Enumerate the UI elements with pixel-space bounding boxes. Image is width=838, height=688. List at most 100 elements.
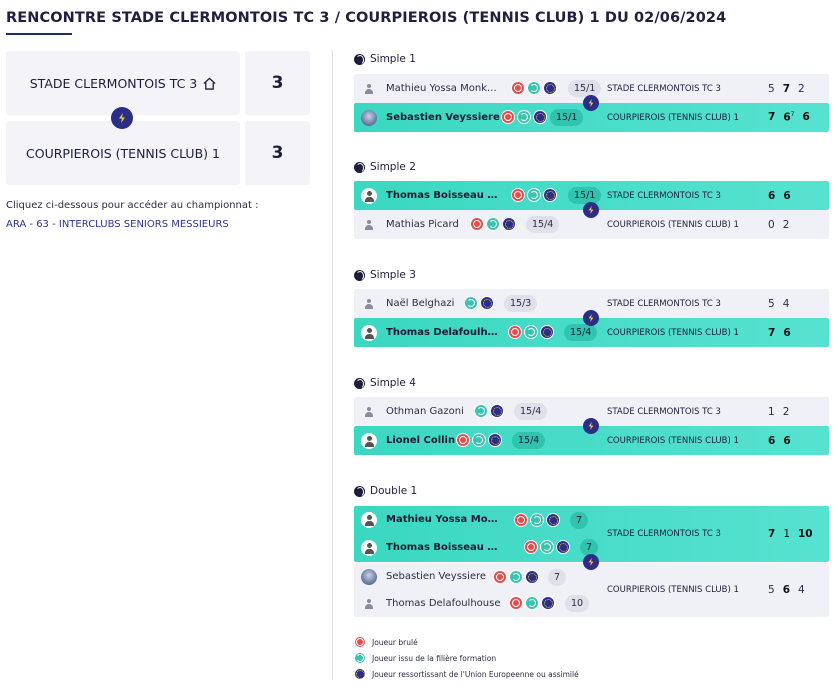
eu-icon	[540, 325, 554, 339]
away-score: 3	[245, 121, 310, 185]
training-path-icon	[472, 433, 486, 447]
player-name[interactable]: Thomas Boisseau Denje...	[386, 542, 501, 553]
eu-icon	[543, 81, 557, 95]
player-badges	[470, 217, 516, 231]
burned-player-icon	[493, 570, 507, 584]
player-avatar	[361, 426, 380, 455]
training-path-icon	[540, 540, 554, 554]
burned-player-icon	[456, 433, 470, 447]
player-rank: 15/1	[568, 187, 602, 204]
team-name: COURPIEROIS (TENNIS CLUB) 1	[607, 327, 739, 338]
player-badges	[514, 513, 560, 527]
training-path-icon	[527, 81, 541, 95]
person-icon	[364, 219, 374, 230]
bolt-icon	[583, 202, 599, 218]
page-title: RENCONTRE STADE CLERMONTOIS TC 3 / COURP…	[6, 10, 727, 26]
eu-icon	[533, 110, 547, 124]
away-team-box[interactable]: COURPIEROIS (TENNIS CLUB) 1	[6, 121, 240, 185]
bolt-icon	[583, 310, 599, 326]
title-underline	[6, 33, 72, 35]
tennis-ball-icon	[354, 377, 365, 389]
away-team-name: COURPIEROIS (TENNIS CLUB) 1	[26, 145, 220, 161]
vs-bolt-icon	[111, 107, 133, 129]
player-badges	[524, 540, 570, 554]
tennis-ball-icon	[354, 269, 365, 281]
team-name: STADE CLERMONTOIS TC 3	[607, 83, 721, 94]
player-avatar	[361, 103, 377, 132]
player-rank: 15/4	[564, 324, 598, 341]
match-row-winner[interactable]: Thomas Boisseau De... 15/1 STADE CLERMON…	[354, 181, 829, 210]
team-name: STADE CLERMONTOIS TC 3	[607, 406, 721, 417]
player-avatar	[361, 563, 377, 591]
match-label-simple-2: Simple 2	[354, 161, 416, 173]
player-name[interactable]: Thomas Delafoulhou...	[386, 327, 501, 338]
team-name: STADE CLERMONTOIS TC 3	[607, 529, 721, 539]
tennis-ball-icon	[354, 485, 365, 497]
player-name[interactable]: Thomas Boisseau De...	[386, 190, 501, 201]
person-icon	[361, 512, 377, 528]
player-photo	[361, 569, 377, 585]
double-team-home[interactable]: Mathieu Yossa Monkam 7 Thomas Boisseau D…	[354, 506, 829, 562]
player-avatar	[361, 534, 380, 562]
tennis-ball-icon	[354, 53, 365, 65]
home-team-box[interactable]: STADE CLERMONTOIS TC 3	[6, 51, 240, 115]
burned-player-icon	[501, 110, 515, 124]
championship-link[interactable]: ARA - 63 - INTERCLUBS SENIORS MESSIEURS	[6, 219, 229, 230]
match-row-winner[interactable]: Thomas Delafoulhou... 15/4 COURPIEROIS (…	[354, 318, 829, 347]
player-rank: 10	[565, 595, 590, 612]
training-path-icon	[474, 404, 488, 418]
burned-player-icon	[354, 636, 366, 648]
eu-icon	[546, 513, 560, 527]
player-name[interactable]: Sebastien Veyssiere	[386, 112, 500, 123]
player-avatar	[361, 506, 380, 534]
eu-icon	[556, 540, 570, 554]
person-icon	[361, 324, 377, 341]
match-label-double-1: Double 1	[354, 485, 417, 497]
training-path-icon	[517, 110, 531, 124]
player-rank: 15/4	[526, 216, 560, 233]
match-label-simple-4: Simple 4	[354, 377, 416, 389]
eu-icon	[488, 433, 502, 447]
player-badges	[511, 81, 557, 95]
player-avatar	[364, 210, 374, 239]
match-label-simple-3: Simple 3	[354, 269, 416, 281]
championship-hint: Cliquez ci-dessous pour accéder au champ…	[6, 200, 259, 211]
team-name: STADE CLERMONTOIS TC 3	[607, 190, 721, 201]
player-badges	[508, 325, 554, 339]
team-name: COURPIEROIS (TENNIS CLUB) 1	[607, 585, 739, 595]
player-badges	[511, 188, 557, 202]
team-name: STADE CLERMONTOIS TC 3	[607, 298, 721, 309]
player-rank: 7	[580, 539, 599, 556]
match-row-winner[interactable]: Sebastien Veyssiere 15/1 COURPIEROIS (TE…	[354, 103, 829, 132]
column-divider	[332, 50, 333, 680]
player-badges	[474, 404, 504, 418]
player-rank: 7	[548, 569, 567, 586]
player-name[interactable]: Sebastien Veyssiere	[386, 571, 487, 582]
bolt-icon	[583, 95, 599, 111]
burned-player-icon	[508, 325, 522, 339]
burned-player-icon	[524, 540, 538, 554]
person-icon	[361, 432, 377, 449]
player-name[interactable]: Mathieu Yossa Monka...	[386, 83, 501, 94]
player-name[interactable]: Mathieu Yossa Monkam	[386, 514, 501, 525]
burned-player-icon	[511, 81, 525, 95]
person-icon	[364, 406, 374, 417]
match-row-winner[interactable]: Lionel Collin 15/4 COURPIEROIS (TENNIS C…	[354, 426, 829, 455]
player-name[interactable]: Thomas Delafoulhouse	[386, 598, 501, 609]
legend-item: Joueur issu de la filière formation	[354, 652, 496, 664]
burned-player-icon	[470, 217, 484, 231]
player-rank: 15/3	[504, 295, 538, 312]
training-path-icon	[524, 325, 538, 339]
player-avatar	[361, 318, 380, 347]
double-team-away[interactable]: Sebastien Veyssiere 7 Thomas Delafoulhou…	[354, 563, 829, 617]
match-row[interactable]: Mathieu Yossa Monka... 15/1 STADE CLERMO…	[354, 74, 829, 103]
eu-icon	[490, 404, 504, 418]
training-path-icon	[509, 570, 523, 584]
eu-icon	[543, 188, 557, 202]
eu-icon	[525, 570, 539, 584]
